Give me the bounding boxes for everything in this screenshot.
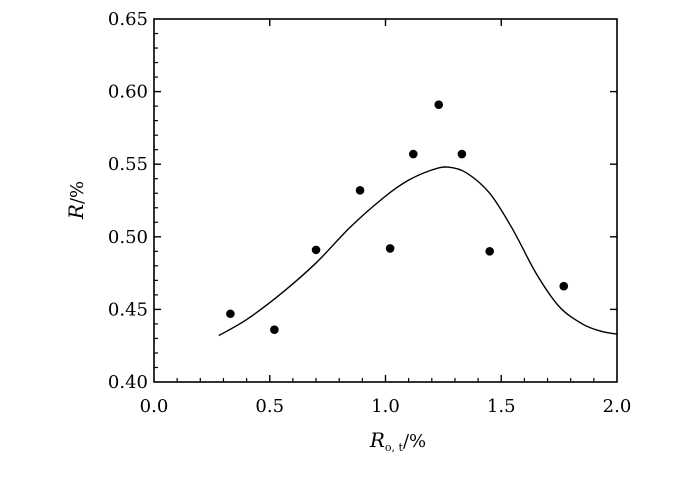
data-point: [559, 281, 569, 291]
y-tick-label: 0.50: [108, 227, 148, 248]
data-point: [385, 244, 395, 253]
data-point: [355, 186, 365, 195]
y-tick-label: 0.65: [108, 9, 148, 30]
data-point: [434, 100, 444, 109]
data-point: [226, 309, 235, 319]
x-tick-label: 1.0: [371, 396, 400, 417]
x-axis-label: Ro, t/%: [369, 428, 426, 454]
ticks: 0.0 0.5 1.0 1.5 2.0 0.40 0.45 0.50 0.55 0.60 0.65: [108, 9, 631, 417]
axes: [153, 18, 618, 383]
y-axis-label: R/%: [64, 181, 88, 220]
y-tick-label: 0.40: [108, 372, 148, 393]
x-tick-label: 0.0: [140, 396, 169, 417]
x-tick-label: 2.0: [603, 396, 632, 417]
fitted-curve-line: [218, 166, 618, 337]
x-axis-label-main: R: [369, 428, 385, 452]
y-tick-label: 0.60: [108, 82, 148, 103]
x-tick-label: 1.5: [487, 396, 516, 417]
x-axis-label-unit: /%: [403, 431, 426, 452]
data-point: [485, 247, 494, 256]
y-tick-label: 0.55: [108, 154, 148, 175]
plot-frame: [153, 18, 618, 383]
fitted-curve-series: [218, 166, 618, 337]
y-tick-label: 0.45: [108, 299, 148, 320]
x-axis-label-sub: o, t: [385, 441, 404, 454]
data-points-series: [226, 100, 569, 335]
data-point: [408, 149, 418, 159]
data-point: [457, 149, 467, 159]
data-point: [311, 245, 321, 255]
y-axis-label-main: R: [64, 204, 88, 220]
x-tick-label: 0.5: [255, 396, 284, 417]
y-axis-label-unit: /%: [67, 181, 88, 204]
data-point: [270, 325, 279, 335]
